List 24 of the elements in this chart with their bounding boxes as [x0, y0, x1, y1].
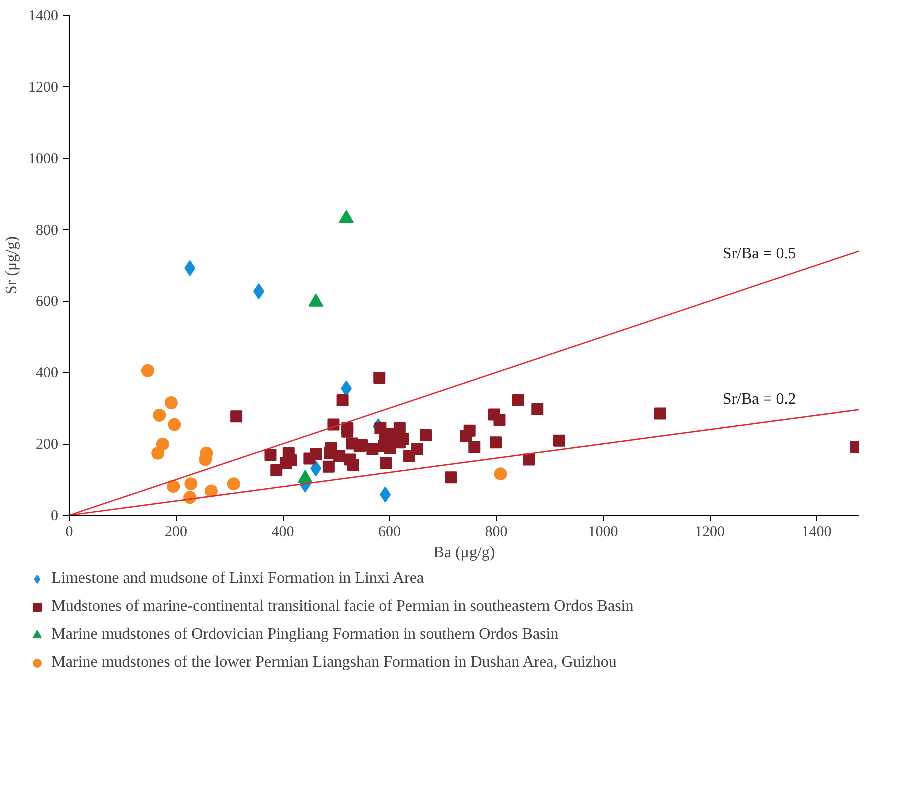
y-tick-label: 200 [36, 437, 58, 454]
x-tick-label: 400 [272, 524, 294, 540]
legend-label: Marine mudstones of Ordovician Pingliang Formation in southern Ordos Basin [52, 626, 559, 644]
y-tick-label: 800 [36, 222, 58, 239]
annotation: Sr/Ba = 0.5 [722, 245, 796, 262]
x-tick-label: 0 [66, 524, 74, 540]
annotation: Sr/Ba = 0.2 [722, 391, 796, 408]
legend-label: Limestone and mudsone of Linxi Formation in Linxi Area [52, 570, 424, 588]
y-tick-label: 1200 [28, 80, 58, 96]
y-tick-label: 400 [36, 366, 58, 382]
y-tick-label: 1400 [28, 8, 58, 24]
x-tick-label: 1200 [695, 524, 726, 540]
y-tick-label: 0 [51, 508, 58, 524]
y-tick-label: 1000 [28, 151, 58, 168]
legend-label: Mudstones of marine-continental transitional facie of Permian in southeastern Ordos Basin [52, 598, 634, 616]
y-axis-title: Sr (μg/g) [4, 236, 20, 294]
legend-label: Marine mudstones of the lower Permian Liangshan Formation in Dushan Area, Guizhou [52, 654, 617, 672]
x-axis-title: Ba (μg/g) [434, 544, 496, 562]
x-tick-label: 800 [485, 524, 508, 540]
y-tick-label: 600 [36, 294, 58, 310]
x-tick-label: 1000 [588, 524, 618, 540]
x-tick-label: 1400 [802, 524, 832, 540]
x-tick-label: 200 [165, 524, 188, 540]
x-tick-label: 600 [378, 524, 402, 540]
